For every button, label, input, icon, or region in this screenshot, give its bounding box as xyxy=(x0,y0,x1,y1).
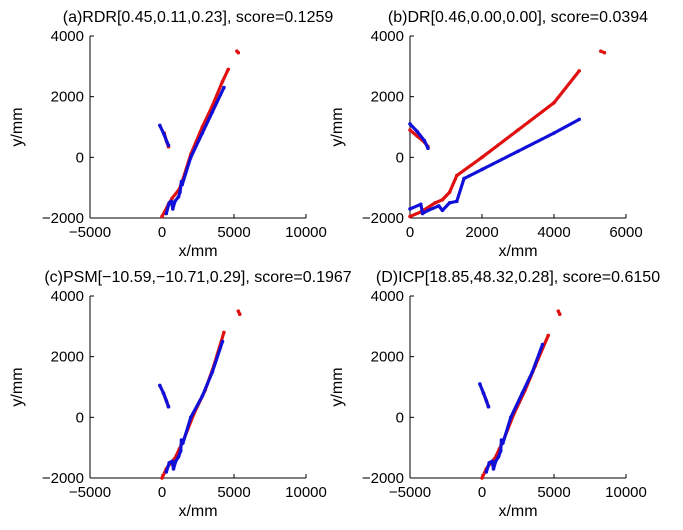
x-axis-label: x/mm xyxy=(498,503,537,520)
series-blue xyxy=(158,339,225,474)
data-point xyxy=(222,85,226,90)
x-tick-label: 0 xyxy=(478,484,486,501)
y-tick-label: 0 xyxy=(76,149,84,166)
subplot-title: (c)PSM[−10.59,−10.71,0.29], score=0.1967 xyxy=(44,269,351,286)
data-point xyxy=(546,333,551,338)
x-tick-label: −5000 xyxy=(69,484,111,501)
y-tick-label: 2000 xyxy=(51,349,84,366)
x-axis-label: x/mm xyxy=(498,243,537,260)
y-tick-label: 0 xyxy=(396,409,404,426)
series-red xyxy=(160,49,241,219)
data-point xyxy=(426,146,430,151)
y-tick-label: 2000 xyxy=(371,349,404,366)
data-point xyxy=(220,339,225,344)
y-tick-label: 4000 xyxy=(51,288,84,305)
y-tick-label: −2000 xyxy=(362,470,404,487)
data-point xyxy=(577,117,581,122)
data-point xyxy=(236,50,241,55)
x-tick-label: 10000 xyxy=(605,484,647,501)
x-axis-label: x/mm xyxy=(178,503,217,520)
y-tick-label: 0 xyxy=(396,149,404,166)
data-point xyxy=(540,342,545,347)
y-axis-label: y/mm xyxy=(9,367,26,406)
data-point xyxy=(602,50,607,55)
y-tick-label: 4000 xyxy=(51,28,84,45)
x-tick-label: 0 xyxy=(158,224,166,241)
data-point xyxy=(166,143,171,147)
x-tick-label: −5000 xyxy=(69,224,111,241)
y-axis-label: y/mm xyxy=(329,367,346,406)
series-blue xyxy=(408,117,581,216)
subplot-2: (b)DR[0.46,0.00,0.00], score=0.0394 0 2000… xyxy=(329,9,648,260)
x-tick-label: 10000 xyxy=(285,224,327,241)
data-point xyxy=(226,67,231,72)
subplot-3: (c)PSM[−10.59,−10.71,0.29], score=0.1967… xyxy=(9,269,352,520)
data-point xyxy=(237,312,242,317)
x-tick-label: 6000 xyxy=(609,224,642,241)
y-axis-label: y/mm xyxy=(329,107,346,146)
y-tick-label: 4000 xyxy=(371,288,404,305)
x-tick-label: 4000 xyxy=(537,224,570,241)
y-tick-label: 2000 xyxy=(51,89,84,106)
y-tick-label: 2000 xyxy=(371,89,404,106)
series-blue xyxy=(158,85,226,216)
x-tick-label: 5000 xyxy=(217,224,250,241)
x-tick-label: 2000 xyxy=(465,224,498,241)
subplot-4: (D)ICP[18.85,48.32,0.28], score=0.6150 −5… xyxy=(329,269,660,520)
x-tick-label: 10000 xyxy=(285,484,327,501)
y-tick-label: −2000 xyxy=(42,210,84,227)
data-point xyxy=(577,69,581,73)
x-tick-label: 0 xyxy=(406,224,414,241)
series-red xyxy=(160,309,242,480)
data-point xyxy=(557,312,562,317)
x-tick-label: 0 xyxy=(158,484,166,501)
y-axis-label: y/mm xyxy=(9,107,26,146)
subplot-title: (b)DR[0.46,0.00,0.00], score=0.0394 xyxy=(388,9,648,26)
subplot-1: (a)RDR[0.45,0.11,0.23], score=0.1259 −500… xyxy=(9,9,333,260)
subplot-title: (D)ICP[18.85,48.32,0.28], score=0.6150 xyxy=(376,269,660,286)
x-axis-label: x/mm xyxy=(178,243,217,260)
data-point xyxy=(486,404,491,409)
y-tick-label: 0 xyxy=(76,409,84,426)
series-blue xyxy=(478,342,545,474)
x-tick-label: 5000 xyxy=(537,484,570,501)
series-red xyxy=(408,49,607,219)
data-point xyxy=(222,330,226,335)
y-tick-label: −2000 xyxy=(362,210,404,227)
y-tick-label: −2000 xyxy=(42,470,84,487)
x-tick-label: −5000 xyxy=(389,484,431,501)
subplot-title: (a)RDR[0.45,0.11,0.23], score=0.1259 xyxy=(63,9,334,26)
data-point xyxy=(166,404,171,409)
x-tick-label: 5000 xyxy=(217,484,250,501)
y-tick-label: 4000 xyxy=(371,28,404,45)
